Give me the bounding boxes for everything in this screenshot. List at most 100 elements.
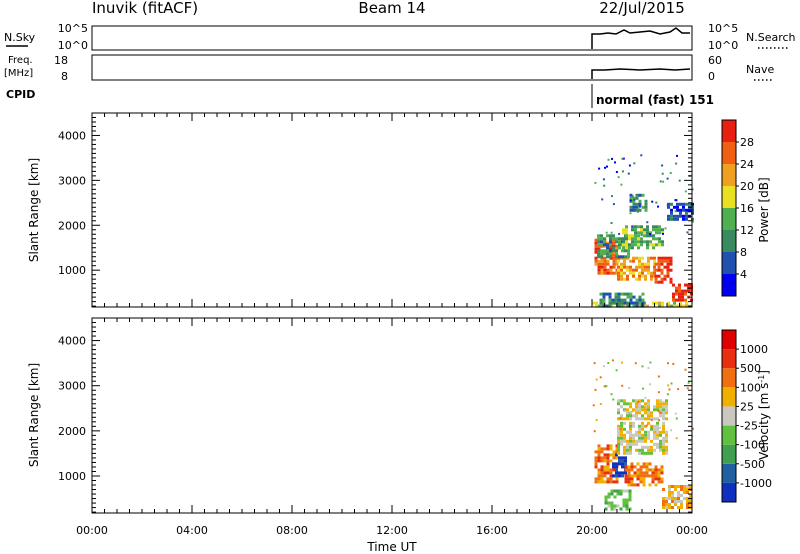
data-cell xyxy=(616,489,620,493)
data-cell xyxy=(606,462,610,466)
data-cell xyxy=(654,471,658,475)
data-cell xyxy=(612,465,615,469)
data-cell xyxy=(617,402,620,406)
data-cell xyxy=(682,202,685,206)
data-cell xyxy=(632,295,636,299)
data-cell xyxy=(635,196,639,200)
data-cell xyxy=(641,445,644,449)
colorbar-frame xyxy=(721,329,737,503)
data-cell xyxy=(629,433,632,437)
data-cell xyxy=(594,256,598,260)
data-cell xyxy=(637,231,640,235)
data-cell xyxy=(600,477,604,481)
data-cell xyxy=(629,298,633,302)
data-cell xyxy=(624,477,628,481)
data-cell xyxy=(621,255,624,259)
data-cell xyxy=(635,304,639,308)
data-cell xyxy=(597,247,601,251)
data-cell xyxy=(648,383,651,386)
data-cell xyxy=(626,442,629,446)
data-cell xyxy=(609,468,613,472)
data-cell xyxy=(620,417,623,421)
data-cell xyxy=(610,231,613,234)
data-cell xyxy=(640,243,643,247)
colorbar-segment xyxy=(722,425,736,445)
data-cell xyxy=(625,240,628,244)
data-cell xyxy=(679,208,682,212)
data-cell xyxy=(656,421,659,425)
data-cell xyxy=(647,445,650,449)
data-cell xyxy=(632,199,636,203)
data-cell xyxy=(602,178,605,181)
data-cell xyxy=(632,439,635,443)
data-cell xyxy=(635,414,638,418)
data-cell xyxy=(624,471,627,475)
data-cell xyxy=(665,448,668,452)
data-cell xyxy=(635,208,639,212)
data-cell xyxy=(662,414,665,418)
data-cell xyxy=(617,277,620,281)
data-cell xyxy=(672,283,675,287)
data-cell xyxy=(652,237,655,241)
data-cell xyxy=(622,501,626,505)
data-cell xyxy=(621,456,624,460)
data-cell xyxy=(638,295,642,299)
data-cell xyxy=(647,268,650,272)
data-cell xyxy=(676,205,679,209)
data-cell xyxy=(633,483,637,487)
data-cell xyxy=(615,456,619,460)
x-axis-label: Time UT xyxy=(366,540,417,554)
data-cell xyxy=(635,417,638,421)
data-cell xyxy=(674,210,677,213)
data-cell xyxy=(597,268,601,272)
data-cell xyxy=(673,217,676,221)
data-cell xyxy=(634,231,637,235)
nsky-tick-top: 10^5 xyxy=(58,22,88,35)
data-cell xyxy=(617,298,621,302)
data-cell xyxy=(606,477,610,481)
colorbar-segment xyxy=(722,164,736,186)
data-cell xyxy=(594,262,598,266)
power-ticks: 1000 2000 3000 4000 xyxy=(58,112,693,307)
data-cell xyxy=(644,436,647,440)
cpid-label: CPID xyxy=(6,88,35,101)
data-cell xyxy=(658,231,661,235)
data-cell xyxy=(617,408,620,412)
data-cell xyxy=(646,304,649,308)
data-cell xyxy=(663,274,667,278)
data-cell xyxy=(647,411,650,415)
data-cell xyxy=(594,241,598,245)
data-cell xyxy=(676,202,679,206)
data-cell xyxy=(620,268,623,272)
data-cell xyxy=(638,439,641,443)
data-cell xyxy=(610,501,614,505)
data-cell xyxy=(595,419,598,421)
data-cell xyxy=(612,265,616,269)
data-cell xyxy=(668,491,671,494)
data-cell xyxy=(657,265,661,269)
data-cell xyxy=(635,265,638,269)
data-cell xyxy=(633,198,636,201)
data-cell xyxy=(657,268,661,272)
data-cell xyxy=(675,417,678,420)
data-cell xyxy=(626,445,629,449)
power-frame xyxy=(91,112,693,308)
data-cell xyxy=(627,252,630,256)
data-cell xyxy=(597,444,601,448)
data-cell xyxy=(622,237,625,241)
data-cell xyxy=(662,451,665,455)
data-cell xyxy=(682,304,685,308)
data-cell xyxy=(652,243,655,247)
data-cell xyxy=(620,405,623,409)
data-cell xyxy=(617,295,621,299)
data-cell xyxy=(674,199,677,202)
data-cell xyxy=(667,304,670,308)
data-cell xyxy=(662,408,665,412)
data-cell xyxy=(630,411,632,414)
data-cell xyxy=(660,262,664,266)
data-cell xyxy=(628,237,631,241)
data-cell xyxy=(615,171,618,173)
data-cell xyxy=(618,240,621,244)
data-cell xyxy=(626,430,629,434)
data-cell xyxy=(638,417,641,421)
